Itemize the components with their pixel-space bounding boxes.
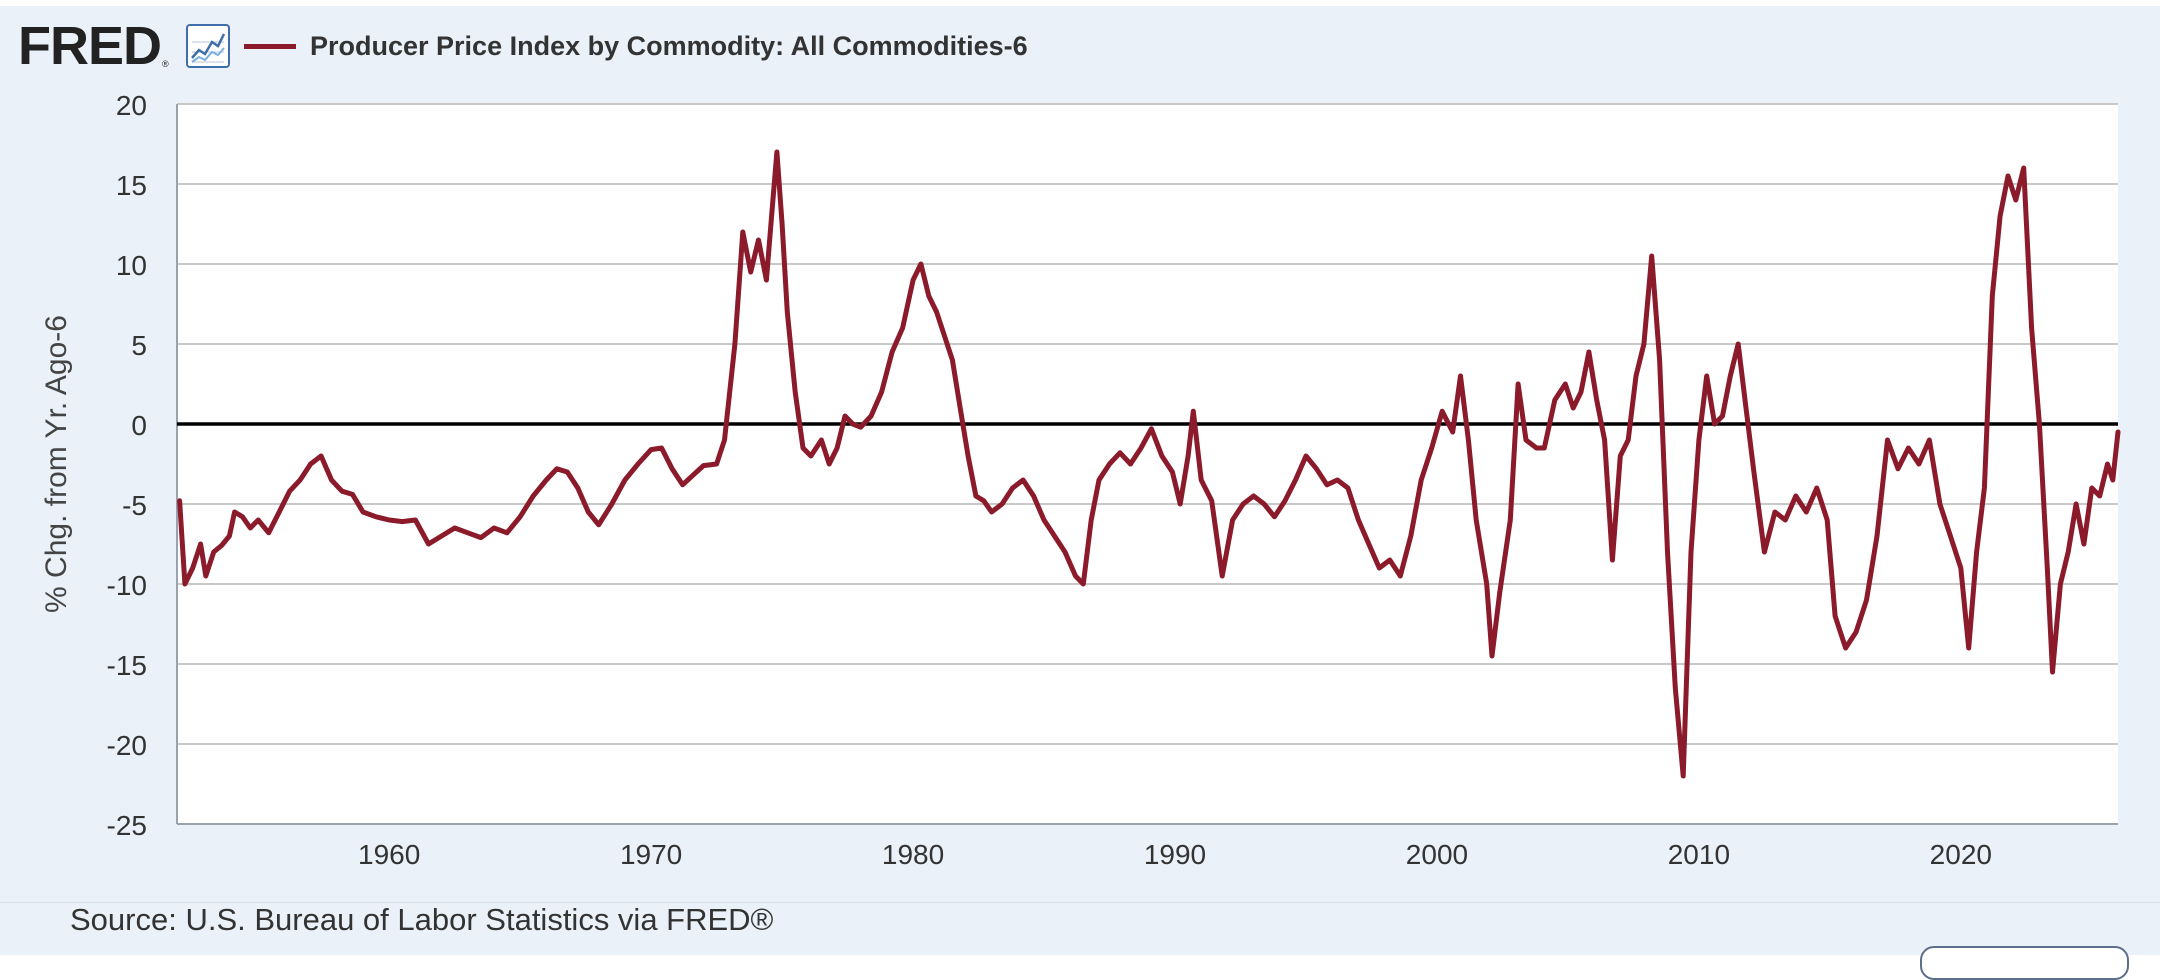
x-tick-label: 2020 <box>1930 839 1992 870</box>
y-tick-label: 20 <box>116 90 147 121</box>
y-tick-label: 5 <box>131 330 147 361</box>
line-chart: 20 15 10 5 0 -5 -10 -15 -20 -25 1960 1970 1980 1990 20… <box>40 90 2121 870</box>
fred-logo[interactable]: FRED ® <box>18 18 169 74</box>
x-tick-label: 2010 <box>1668 839 1730 870</box>
y-tick-label: 10 <box>116 250 147 281</box>
top-strip <box>0 0 2160 6</box>
y-tick-label: -25 <box>107 810 147 841</box>
y-tick-label: -10 <box>107 570 147 601</box>
y-tick-label: 15 <box>116 170 147 201</box>
footer-divider <box>0 902 2160 903</box>
y-tick-label: -15 <box>107 650 147 681</box>
fred-logo-registered-mark: ® <box>162 59 169 69</box>
chart-legend: Producer Price Index by Commodity: All C… <box>244 22 1028 70</box>
x-tick-label: 1970 <box>620 839 682 870</box>
y-axis-title: % Chg. from Yr. Ago-6 <box>40 315 73 613</box>
series-line <box>177 149 2121 779</box>
series-layer <box>177 149 2121 779</box>
y-tick-label: 0 <box>131 410 147 441</box>
legend-series-label: Producer Price Index by Commodity: All C… <box>310 30 1028 61</box>
x-tick-label: 1980 <box>882 839 944 870</box>
fred-logo-text: FRED <box>18 16 162 76</box>
plot-area <box>177 104 2118 824</box>
x-tick-label: 1990 <box>1144 839 1206 870</box>
grid-lines <box>176 103 2118 825</box>
x-tick-label: 1960 <box>358 839 420 870</box>
source-note: Source: U.S. Bureau of Labor Statistics … <box>70 902 774 937</box>
footer-button[interactable] <box>1920 946 2129 980</box>
y-tick-label: -20 <box>107 730 147 761</box>
y-tick-label: -5 <box>122 490 147 521</box>
axis-labels: 20 15 10 5 0 -5 -10 -15 -20 -25 1960 1970 1980 1990 20… <box>40 90 1992 870</box>
graph-icon[interactable] <box>186 24 230 68</box>
legend-swatch <box>244 43 296 49</box>
x-tick-label: 2000 <box>1406 839 1468 870</box>
